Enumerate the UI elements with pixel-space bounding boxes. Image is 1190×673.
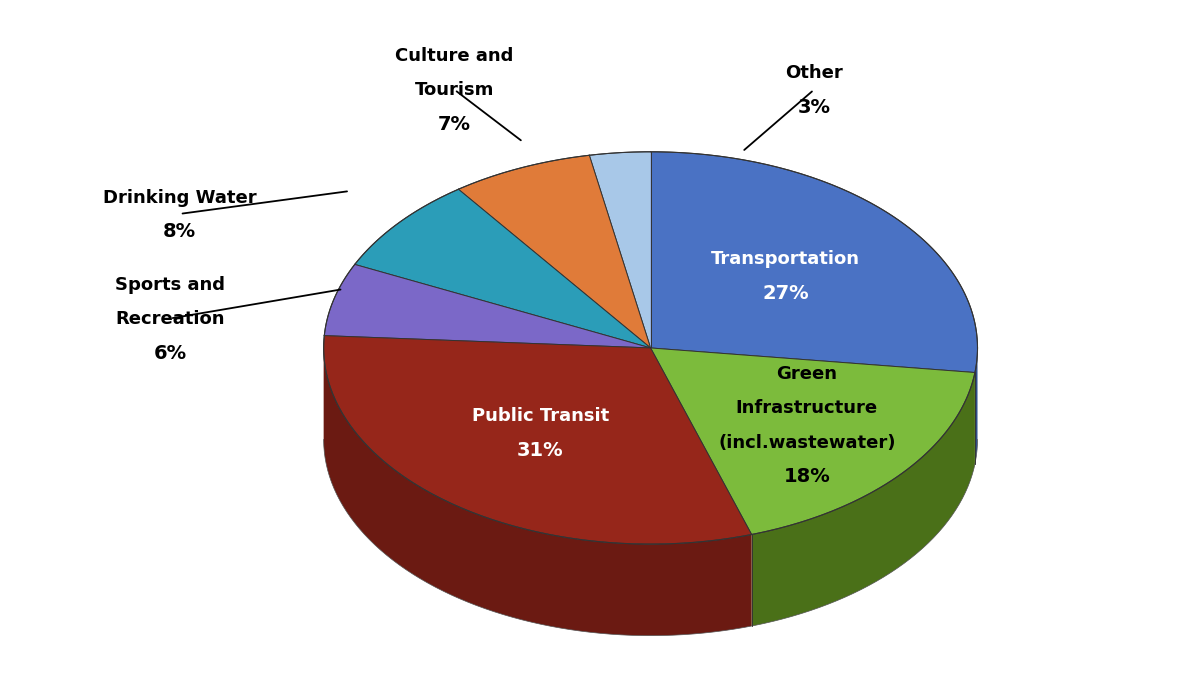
Text: Sports and: Sports and xyxy=(115,276,225,294)
Text: 3%: 3% xyxy=(797,98,831,117)
Polygon shape xyxy=(355,189,651,348)
Text: Green: Green xyxy=(776,365,838,383)
Polygon shape xyxy=(324,336,752,544)
Text: Transportation: Transportation xyxy=(710,250,860,269)
Polygon shape xyxy=(324,349,752,635)
Polygon shape xyxy=(975,349,977,464)
Text: Public Transit: Public Transit xyxy=(471,407,609,425)
Text: 7%: 7% xyxy=(438,115,471,135)
Text: 27%: 27% xyxy=(762,284,809,304)
Polygon shape xyxy=(325,264,651,348)
Text: Culture and: Culture and xyxy=(395,47,514,65)
Text: 18%: 18% xyxy=(783,468,831,487)
Text: Recreation: Recreation xyxy=(115,310,225,328)
Text: 6%: 6% xyxy=(154,344,187,363)
Polygon shape xyxy=(651,348,975,534)
Text: Infrastructure: Infrastructure xyxy=(735,399,878,417)
Text: 31%: 31% xyxy=(518,441,564,460)
Text: Tourism: Tourism xyxy=(415,81,494,100)
Polygon shape xyxy=(458,155,651,348)
Text: 8%: 8% xyxy=(163,222,196,242)
Text: (incl.wastewater): (incl.wastewater) xyxy=(718,433,896,452)
Polygon shape xyxy=(589,152,651,348)
Polygon shape xyxy=(651,152,977,373)
Polygon shape xyxy=(752,373,975,626)
Text: Drinking Water: Drinking Water xyxy=(104,188,257,207)
Text: Other: Other xyxy=(785,65,843,82)
